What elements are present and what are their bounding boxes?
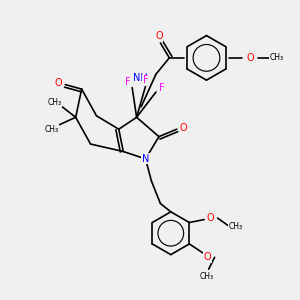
Text: O: O [206, 213, 214, 223]
Text: O: O [155, 32, 163, 41]
Text: CH₃: CH₃ [45, 125, 59, 134]
Text: NH: NH [133, 73, 148, 83]
Text: N: N [142, 154, 149, 164]
Text: O: O [204, 252, 212, 262]
Text: CH₃: CH₃ [228, 223, 242, 232]
Text: F: F [159, 82, 165, 93]
Text: O: O [179, 123, 187, 133]
Text: O: O [55, 78, 63, 88]
Text: O: O [246, 53, 254, 63]
Text: CH₃: CH₃ [269, 53, 284, 62]
Text: F: F [143, 75, 148, 85]
Text: F: F [125, 76, 130, 87]
Text: CH₃: CH₃ [48, 98, 62, 107]
Text: CH₃: CH₃ [200, 272, 214, 281]
